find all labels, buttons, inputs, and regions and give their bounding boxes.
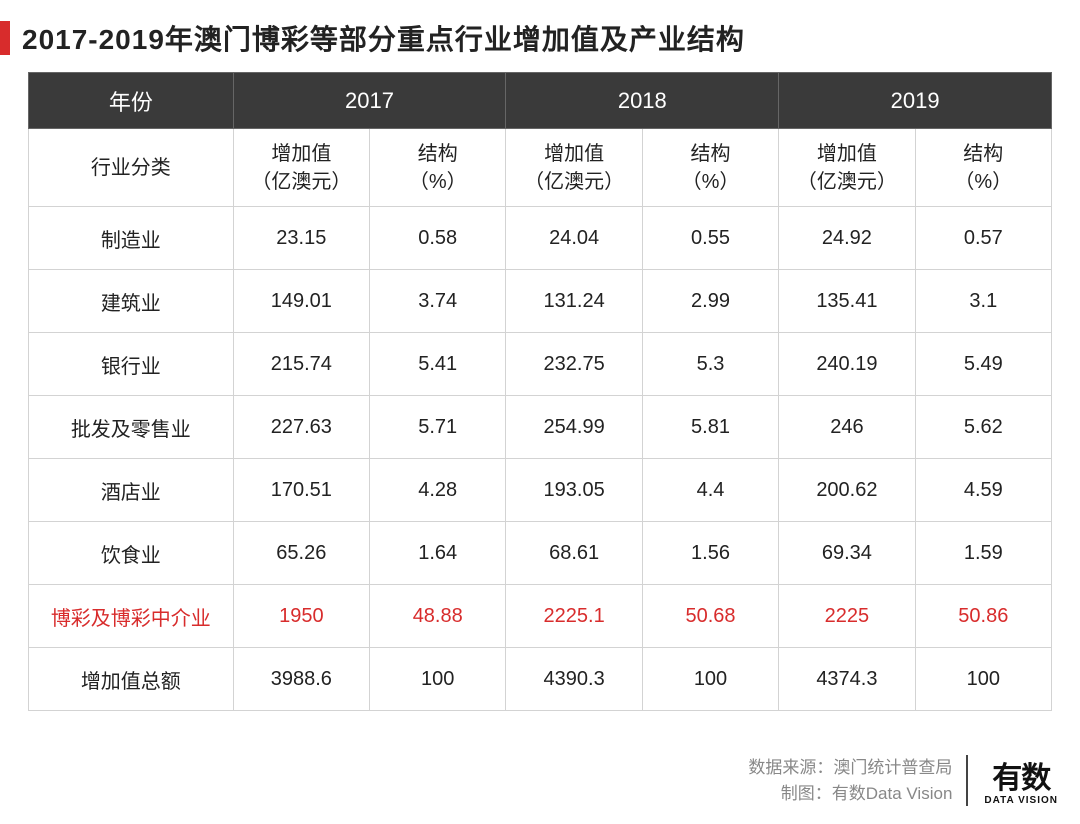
header-year-row: 年份 2017 2018 2019 [29, 73, 1052, 129]
cell: 4390.3 [506, 648, 642, 711]
source-value: 澳门统计普查局 [833, 758, 952, 777]
cell: 68.61 [506, 522, 642, 585]
row-label: 制造业 [29, 207, 234, 270]
row-label: 博彩及博彩中介业 [29, 585, 234, 648]
cell: 24.92 [779, 207, 915, 270]
table-row: 增加值总额3988.61004390.31004374.3100 [29, 648, 1052, 711]
industry-table: 年份 2017 2018 2019 行业分类 增加值 （亿澳元） 结构 （%） … [28, 72, 1052, 711]
table-row: 银行业215.745.41232.755.3240.195.49 [29, 333, 1052, 396]
cell: 50.68 [642, 585, 778, 648]
cell: 1.59 [915, 522, 1051, 585]
cell: 5.3 [642, 333, 778, 396]
footer-credits: 数据来源：澳门统计普查局 制图：有数Data Vision [748, 755, 968, 806]
subcol: 增加值 （亿澳元） [779, 129, 915, 207]
cell: 4.28 [370, 459, 506, 522]
title-bar: 2017-2019年澳门博彩等部分重点行业增加值及产业结构 [0, 0, 1080, 72]
col-category-label: 行业分类 [29, 129, 234, 207]
cell: 170.51 [233, 459, 369, 522]
page-title: 2017-2019年澳门博彩等部分重点行业增加值及产业结构 [22, 18, 745, 58]
cell: 2.99 [642, 270, 778, 333]
cell: 100 [370, 648, 506, 711]
title-accent [0, 21, 10, 55]
header-sub-row: 行业分类 增加值 （亿澳元） 结构 （%） 增加值 （亿澳元） 结构 （%） 增… [29, 129, 1052, 207]
subcol: 结构 （%） [915, 129, 1051, 207]
logo-cn: 有数 [992, 764, 1050, 794]
cell: 149.01 [233, 270, 369, 333]
cell: 2225.1 [506, 585, 642, 648]
cell: 3988.6 [233, 648, 369, 711]
cell: 131.24 [506, 270, 642, 333]
col-year-2: 2019 [779, 73, 1052, 129]
cell: 24.04 [506, 207, 642, 270]
cell: 254.99 [506, 396, 642, 459]
logo: 有数 DATA VISION [984, 764, 1058, 806]
cell: 200.62 [779, 459, 915, 522]
cell: 65.26 [233, 522, 369, 585]
cell: 5.41 [370, 333, 506, 396]
cell: 1.64 [370, 522, 506, 585]
cell: 246 [779, 396, 915, 459]
cell: 0.57 [915, 207, 1051, 270]
row-label: 增加值总额 [29, 648, 234, 711]
cell: 3.74 [370, 270, 506, 333]
credit-value: 有数Data Vision [832, 784, 953, 803]
cell: 1950 [233, 585, 369, 648]
cell: 50.86 [915, 585, 1051, 648]
credit-label: 制图： [781, 784, 832, 803]
cell: 227.63 [233, 396, 369, 459]
cell: 100 [915, 648, 1051, 711]
logo-en: DATA VISION [984, 796, 1058, 806]
cell: 100 [642, 648, 778, 711]
cell: 232.75 [506, 333, 642, 396]
subcol: 结构 （%） [642, 129, 778, 207]
row-label: 酒店业 [29, 459, 234, 522]
cell: 5.62 [915, 396, 1051, 459]
col-year-1: 2018 [506, 73, 779, 129]
subcol: 增加值 （亿澳元） [233, 129, 369, 207]
col-year-label: 年份 [29, 73, 234, 129]
cell: 193.05 [506, 459, 642, 522]
cell: 69.34 [779, 522, 915, 585]
table-row: 酒店业170.514.28193.054.4200.624.59 [29, 459, 1052, 522]
row-label: 饮食业 [29, 522, 234, 585]
table-row: 批发及零售业227.635.71254.995.812465.62 [29, 396, 1052, 459]
cell: 0.55 [642, 207, 778, 270]
cell: 0.58 [370, 207, 506, 270]
cell: 240.19 [779, 333, 915, 396]
row-label: 建筑业 [29, 270, 234, 333]
subcol: 增加值 （亿澳元） [506, 129, 642, 207]
footer: 数据来源：澳门统计普查局 制图：有数Data Vision 有数 DATA VI… [748, 755, 1058, 806]
table-body: 制造业23.150.5824.040.5524.920.57建筑业149.013… [29, 207, 1052, 711]
col-year-0: 2017 [233, 73, 506, 129]
subcol: 结构 （%） [370, 129, 506, 207]
source-label: 数据来源： [748, 758, 833, 777]
table-row: 饮食业65.261.6468.611.5669.341.59 [29, 522, 1052, 585]
cell: 2225 [779, 585, 915, 648]
table-row: 建筑业149.013.74131.242.99135.413.1 [29, 270, 1052, 333]
cell: 1.56 [642, 522, 778, 585]
cell: 3.1 [915, 270, 1051, 333]
cell: 4.4 [642, 459, 778, 522]
cell: 135.41 [779, 270, 915, 333]
cell: 48.88 [370, 585, 506, 648]
cell: 23.15 [233, 207, 369, 270]
cell: 5.71 [370, 396, 506, 459]
cell: 4.59 [915, 459, 1051, 522]
row-label: 银行业 [29, 333, 234, 396]
cell: 4374.3 [779, 648, 915, 711]
cell: 5.49 [915, 333, 1051, 396]
table-row: 博彩及博彩中介业195048.882225.150.68222550.86 [29, 585, 1052, 648]
cell: 215.74 [233, 333, 369, 396]
cell: 5.81 [642, 396, 778, 459]
table-row: 制造业23.150.5824.040.5524.920.57 [29, 207, 1052, 270]
table-container: 年份 2017 2018 2019 行业分类 增加值 （亿澳元） 结构 （%） … [0, 72, 1080, 711]
row-label: 批发及零售业 [29, 396, 234, 459]
